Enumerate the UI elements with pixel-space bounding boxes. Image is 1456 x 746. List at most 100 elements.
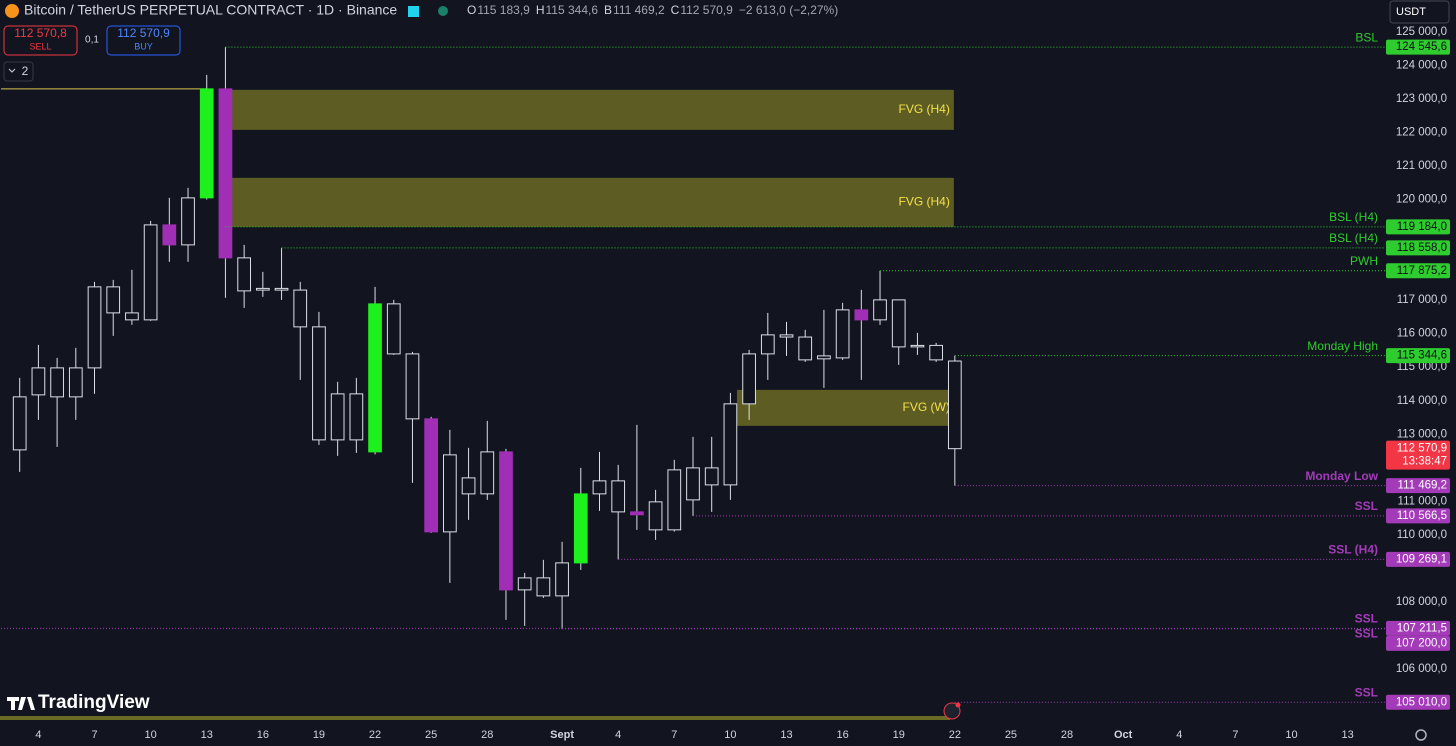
- x-tick-label: Oct: [1114, 729, 1133, 741]
- candle-body: [31, 367, 46, 396]
- candle-body: [87, 286, 102, 369]
- x-tick-label: 16: [257, 729, 269, 741]
- candle-body: [592, 480, 607, 495]
- price-box: [1386, 219, 1450, 235]
- y-tick-label: 114 000,0: [1397, 395, 1447, 407]
- x-tick-label: Sept: [550, 729, 574, 741]
- candle-body: [760, 334, 775, 355]
- buy-button[interactable]: [106, 25, 181, 56]
- candle-body: [312, 326, 326, 441]
- ohlc-value: 112 570,9: [680, 3, 733, 17]
- x-tick-label: 10: [144, 729, 156, 741]
- sell-button[interactable]: [3, 25, 78, 56]
- y-tick-label: 125 000,0: [1396, 26, 1447, 38]
- y-tick-label: 122 000,0: [1396, 126, 1447, 138]
- level-label: BSL (H4): [1329, 231, 1378, 245]
- symbol-title: Bitcoin / TetherUS PERPETUAL CONTRACT · …: [24, 2, 397, 18]
- y-tick-label: 115 000,0: [1397, 361, 1447, 373]
- x-tick-label: 13: [1341, 729, 1353, 741]
- level-label: SSL: [1355, 685, 1378, 699]
- status-dot: [438, 6, 448, 16]
- price-box-label: 107 211,5: [1397, 622, 1447, 634]
- ohlc-value: 115 344,6: [546, 3, 599, 17]
- y-tick-label: 106 000,0: [1396, 663, 1447, 675]
- candle-body: [947, 360, 962, 450]
- plot-area: FVG (H4) FVG (H4) FVG (W): [1, 46, 1385, 703]
- y-tick-label: 113 000,0: [1397, 428, 1447, 440]
- brand-icon: [7, 697, 35, 710]
- spread: 0,1: [85, 35, 99, 46]
- candle-body: [349, 393, 364, 441]
- price-box: [1386, 348, 1450, 364]
- y-tick-label: 108 000,0: [1396, 596, 1447, 608]
- candle-body: [499, 451, 513, 591]
- price-box-label: 115 344,6: [1397, 350, 1447, 362]
- x-tick-label: 28: [481, 729, 493, 741]
- candle-body: [68, 367, 83, 398]
- candle-body: [910, 344, 925, 348]
- x-tick-label: 13: [780, 729, 792, 741]
- chevron-icon: [8, 68, 16, 73]
- candle-body: [817, 355, 831, 360]
- candle-body: [686, 467, 700, 501]
- candle-body: [461, 477, 476, 495]
- last-price-label: 112 570,9: [1397, 443, 1447, 455]
- candle-body: [274, 287, 289, 291]
- candle-body: [929, 344, 943, 361]
- candle-body: [854, 309, 869, 321]
- price-box-label: 105 010,0: [1396, 696, 1447, 708]
- candle-body: [611, 480, 626, 513]
- ohlc-change: −2 613,0 (−2,27%): [739, 3, 838, 17]
- x-tick-label: 19: [893, 729, 905, 741]
- y-tick-label: 121 000,0: [1396, 160, 1447, 172]
- settings-icon[interactable]: [1415, 729, 1427, 741]
- candle-body: [368, 303, 382, 453]
- countdown-label: 13:38:47: [1402, 456, 1447, 468]
- level-label: Monday Low: [1305, 469, 1378, 483]
- flag-icon: [408, 6, 419, 17]
- price-box-label: 109 269,1: [1396, 553, 1447, 565]
- candle-body: [742, 353, 756, 405]
- ohlc-legend: O 115 183,9 H 115 344,6 B 111 469,2 C 112 570,9…: [467, 3, 838, 17]
- price-box-label: 111 469,2: [1398, 480, 1447, 492]
- candle-body: [779, 334, 794, 338]
- alert-icon[interactable]: [943, 702, 961, 720]
- x-tick-label: 4: [35, 729, 41, 741]
- price-box-label: 117 875,2: [1397, 265, 1447, 277]
- price-box: [1386, 635, 1450, 651]
- currency-button[interactable]: [1389, 0, 1450, 24]
- candle-body: [199, 88, 214, 199]
- candle-body: [555, 562, 569, 597]
- candle-body: [255, 287, 270, 291]
- level-label: SSL (H4): [1328, 543, 1378, 557]
- x-tick-label: 28: [1061, 729, 1073, 741]
- candle-body: [648, 501, 663, 531]
- candle-body: [798, 336, 813, 361]
- level-label: BSL (H4): [1329, 210, 1378, 224]
- sell-price: 112 570,8: [14, 26, 67, 40]
- indicator-toggle[interactable]: [3, 61, 34, 82]
- level-label: Monday High: [1307, 339, 1378, 353]
- candle-body: [125, 312, 139, 321]
- price-box-label: 107 200,0: [1396, 637, 1447, 649]
- ohlc-key: B: [604, 3, 612, 17]
- candle-body: [704, 467, 719, 486]
- level-label: SSL: [1355, 612, 1378, 626]
- level-label: PWH: [1350, 254, 1378, 268]
- price-box: [1386, 478, 1450, 494]
- candle-body: [630, 511, 644, 516]
- x-tick-label: 4: [1176, 729, 1182, 741]
- x-tick-label: 22: [369, 729, 381, 741]
- candle-body: [891, 299, 906, 348]
- buy-price: 112 570,9: [117, 26, 170, 40]
- price-box: [1386, 240, 1450, 256]
- currency: USDT: [1396, 6, 1426, 18]
- level-label: SSL: [1355, 499, 1378, 513]
- price-box-label: 119 184,0: [1397, 221, 1447, 233]
- candle-body: [405, 353, 420, 420]
- ohlc-value: 111 469,2: [613, 3, 665, 17]
- candle-body: [873, 299, 887, 321]
- candle-body: [330, 393, 345, 441]
- fvg-zone: [231, 89, 954, 130]
- buy-label: BUY: [134, 41, 153, 51]
